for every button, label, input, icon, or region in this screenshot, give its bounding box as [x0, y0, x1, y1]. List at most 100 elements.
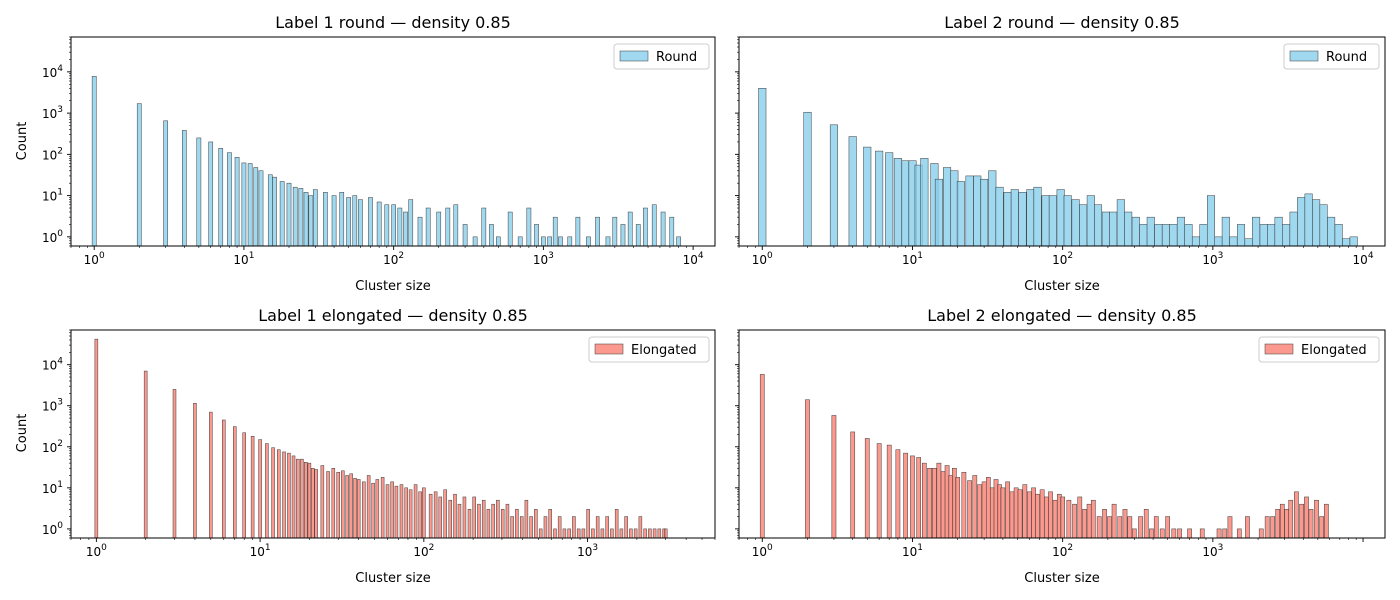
histogram-bar: [1304, 496, 1309, 539]
x-tick-label: 100: [752, 251, 773, 267]
histogram-bar: [443, 489, 447, 539]
histogram-bar: [1282, 224, 1291, 247]
histogram-bar: [638, 516, 643, 539]
histogram-bar: [193, 403, 197, 539]
histogram-bar: [1199, 224, 1208, 247]
histogram-bar: [182, 130, 187, 247]
legend-label: Elongated: [631, 343, 697, 358]
histogram-bar: [308, 195, 314, 247]
histogram-bar: [1149, 528, 1154, 539]
histogram-bar: [303, 192, 309, 247]
x-tick-label: 101: [902, 251, 923, 267]
x-tick-label: 100: [752, 543, 773, 559]
histogram-bar: [1071, 199, 1080, 247]
histogram-bar: [495, 236, 501, 247]
histogram-bar: [922, 462, 927, 539]
legend-swatch: [1289, 50, 1319, 62]
histogram-bar: [267, 174, 273, 247]
histogram-bar: [1324, 503, 1329, 539]
x-tick-label: 102: [1052, 543, 1073, 559]
histogram-bar: [1184, 224, 1193, 247]
histogram-bar: [863, 146, 872, 247]
histogram-bar: [1294, 491, 1299, 539]
histogram-bar: [1138, 516, 1143, 539]
x-tick-label: 103: [577, 543, 598, 559]
histogram-bar: [1275, 509, 1280, 539]
y-tick-label: 101: [42, 188, 63, 204]
chart-title: Label 2 round — density 0.85: [944, 13, 1180, 32]
histogram-bar: [1304, 193, 1313, 247]
chart-plot-4: 100 101 102 103 Elongated: [735, 329, 1386, 559]
histogram-bar: [903, 452, 908, 539]
x-tick-label: 103: [1202, 543, 1223, 559]
y-axis-label: Count: [15, 414, 30, 453]
x-tick-label: 104: [683, 251, 704, 267]
histogram-bar: [1131, 528, 1137, 539]
chart-title: Label 1 elongated — density 0.85: [258, 306, 528, 325]
histogram-bar: [368, 197, 373, 247]
histogram-bar: [850, 431, 856, 539]
histogram-bar: [1146, 216, 1155, 247]
histogram-bar: [1109, 211, 1118, 247]
x-tick-label: 101: [902, 543, 923, 559]
histogram-bar: [1039, 489, 1045, 539]
histogram-bar: [1117, 516, 1123, 539]
histogram-bar: [1060, 496, 1065, 539]
histogram-bar: [292, 186, 298, 247]
x-tick-label: 101: [233, 251, 254, 267]
histogram-bar: [457, 503, 462, 539]
legend-box: [613, 43, 710, 70]
histogram-bar: [1022, 484, 1028, 539]
histogram-bar: [163, 120, 168, 247]
histogram-bar: [433, 491, 438, 539]
histogram-bar: [1079, 204, 1088, 247]
histogram-bar: [1270, 516, 1275, 539]
histogram-bar: [1288, 499, 1294, 539]
histogram-bar: [557, 516, 562, 539]
histogram-bar: [277, 449, 281, 539]
histogram-bar: [848, 136, 857, 247]
legend-swatch: [619, 50, 649, 62]
histogram-bar: [1086, 503, 1092, 539]
histogram-bar: [279, 181, 285, 247]
histogram-bar: [1187, 528, 1192, 539]
histogram-bar: [265, 443, 269, 539]
histogram-bar: [995, 186, 1004, 247]
panel-label-2-round: Label 2 round — density 0.85 Cluster siz…: [944, 13, 1180, 294]
histogram-bar: [1207, 195, 1216, 247]
histogram-bar: [341, 470, 345, 539]
histogram-bar: [1314, 499, 1319, 539]
histogram-bar: [1102, 509, 1107, 539]
histogram-bar: [940, 471, 946, 539]
histogram-bar: [1176, 216, 1185, 247]
y-axis-label: Count: [15, 122, 30, 161]
histogram-bar: [893, 158, 902, 247]
histogram-bar: [331, 195, 337, 247]
histogram-bar: [620, 224, 626, 247]
histogram-bar: [353, 478, 357, 539]
histogram-bar: [1216, 528, 1222, 539]
histogram-bar: [648, 528, 652, 539]
histogram-bar: [1319, 516, 1324, 539]
histogram-bar: [397, 207, 403, 247]
histogram-bar: [663, 528, 668, 539]
histogram-bar: [803, 111, 812, 247]
histogram-bar: [384, 204, 390, 247]
histogram-bar: [1131, 216, 1140, 247]
histogram-bar: [980, 178, 989, 247]
histogram-bar: [417, 216, 423, 247]
histogram-bar: [462, 496, 467, 539]
histogram-bar: [1289, 211, 1298, 247]
histogram-bar: [1177, 528, 1182, 539]
histogram-bar: [453, 204, 459, 247]
histogram-bar: [445, 207, 451, 247]
histogram-bar: [1214, 236, 1223, 247]
histogram-bar: [1308, 509, 1314, 539]
histogram-bar: [380, 477, 385, 539]
histogram-bar: [1258, 528, 1264, 539]
y-tick-label: 102: [42, 146, 63, 162]
panel-label-2-elongated: Label 2 elongated — density 0.85 Cluster…: [927, 306, 1197, 586]
histogram-bar: [1044, 496, 1049, 539]
histogram-bar: [1056, 189, 1065, 247]
